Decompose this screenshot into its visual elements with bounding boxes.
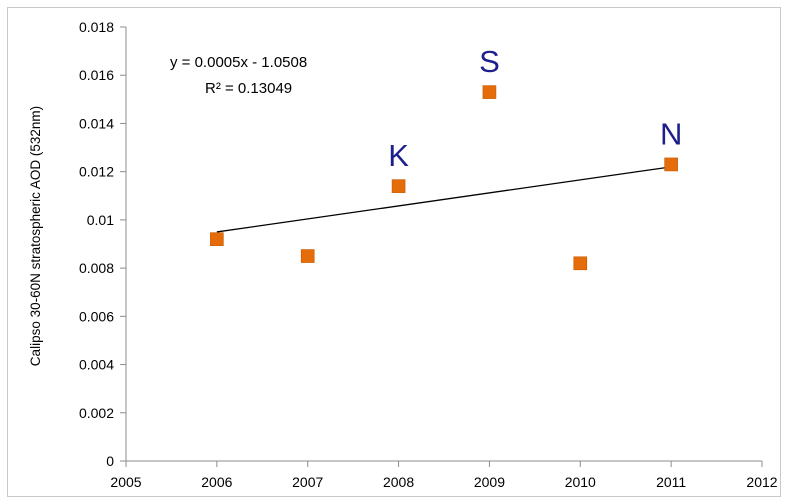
point-label-k: K	[388, 138, 409, 173]
x-tick-label: 2005	[110, 474, 141, 490]
data-point	[573, 256, 588, 271]
x-tick-label: 2009	[474, 474, 505, 490]
trendline-r-squared: R² = 0.13049	[205, 80, 292, 97]
y-tick-label: 0.016	[79, 67, 114, 83]
x-axis-ticks: 2005 2006 2007 2008 2009 2010 2011 2012	[110, 461, 778, 490]
point-label-s: S	[479, 44, 500, 79]
x-tick-label: 2008	[383, 474, 414, 490]
y-axis-ticks: 0 0.002 0.004 0.006 0.008 0.01 0.012 0.014 0.016…	[79, 19, 126, 469]
point-labels: K S N	[388, 44, 682, 173]
x-tick-label: 2011	[656, 474, 686, 490]
data-point	[664, 157, 678, 172]
x-tick-label: 2010	[565, 474, 596, 490]
y-tick-label: 0.002	[79, 405, 114, 421]
trendline-equation: y = 0.0005x - 1.0508	[170, 54, 307, 71]
data-point	[210, 232, 224, 246]
y-tick-label: 0.01	[87, 212, 114, 228]
x-tick-label: 2007	[292, 474, 323, 490]
chart-frame	[7, 7, 781, 497]
x-tick-label: 2012	[746, 474, 777, 490]
y-axis-label: Calipso 30-60N stratospheric AOD (532nm)	[28, 106, 43, 366]
y-tick-label: 0.006	[79, 308, 114, 324]
data-point	[482, 85, 497, 99]
y-tick-label: 0.014	[79, 115, 114, 131]
y-tick-label: 0.008	[79, 260, 114, 276]
trendline	[216, 166, 672, 233]
data-point	[300, 249, 315, 263]
y-tick-label: 0.018	[79, 19, 114, 35]
data-points	[210, 85, 678, 271]
point-label-n: N	[660, 116, 682, 151]
x-tick-label: 2006	[201, 474, 232, 490]
y-tick-label: 0.012	[79, 164, 114, 180]
y-tick-label: 0.004	[79, 357, 114, 373]
data-point	[391, 179, 406, 193]
y-tick-label: 0	[106, 453, 114, 469]
